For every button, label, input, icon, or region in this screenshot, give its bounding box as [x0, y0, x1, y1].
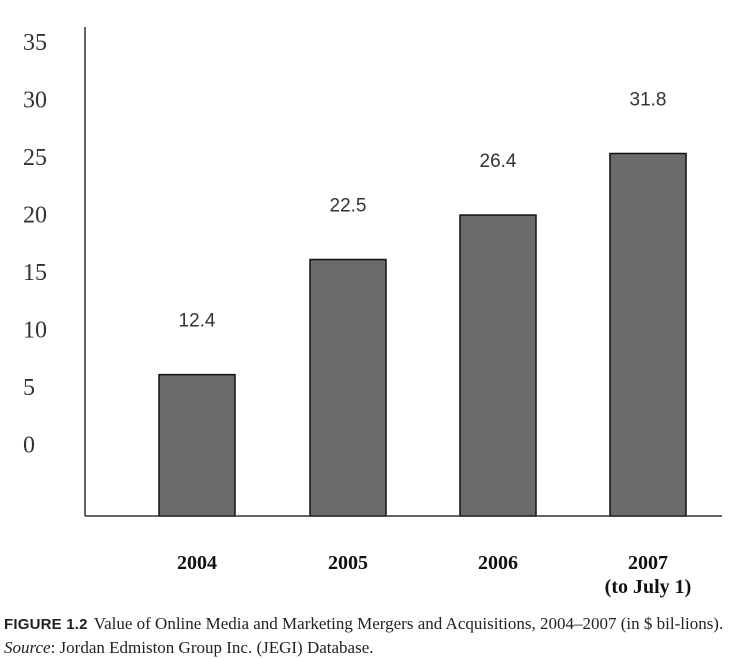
bar-2007 — [609, 152, 687, 517]
bar-2005 — [309, 258, 387, 517]
y-tick-label: 15 — [23, 260, 47, 286]
y-tick-label: 25 — [23, 145, 47, 171]
bars — [158, 152, 687, 517]
bar-2004 — [158, 373, 236, 517]
x-tick-sublabel-2007: (to July 1) — [605, 576, 692, 598]
y-tick-label: 30 — [23, 88, 47, 114]
bar-2006 — [459, 214, 537, 517]
y-tick-label: 35 — [23, 30, 47, 56]
data-label-2007: 31.8 — [630, 89, 667, 110]
y-tick-label: 20 — [23, 203, 47, 229]
x-tick-label-2004: 2004 — [177, 552, 217, 574]
y-tick-label: 5 — [23, 375, 35, 401]
data-label-2006: 26.4 — [480, 151, 517, 172]
data-labels: 12.4 22.5 26.4 31.8 — [179, 89, 667, 331]
x-tick-label-2006: 2006 — [478, 552, 518, 574]
x-axis-ticks: 2004 2005 2006 2007(to July 1) — [177, 552, 691, 598]
y-axis-ticks: 35 30 25 20 15 10 5 0 — [23, 30, 47, 459]
caption-source-text: : Jordan Edmiston Group Inc. (JEGI) Data… — [50, 638, 374, 657]
figure-caption: FIGURE 1.2 Value of Online Media and Mark… — [4, 612, 746, 659]
data-label-2005: 22.5 — [330, 196, 367, 217]
caption-source-label: Source — [4, 638, 51, 657]
y-tick-label: 10 — [23, 318, 47, 344]
data-label-2004: 12.4 — [179, 311, 216, 332]
caption-text: Value of Online Media and Marketing Merg… — [93, 614, 724, 633]
figure-label: FIGURE 1.2 — [4, 616, 88, 633]
y-tick-label: 0 — [23, 433, 35, 459]
x-tick-label-2007: 2007 — [628, 552, 668, 574]
bar-chart: 35 30 25 20 15 10 5 0 12.4 22.5 26.4 31.8 2004 2005… — [23, 27, 722, 598]
x-tick-label-2005: 2005 — [328, 552, 368, 574]
